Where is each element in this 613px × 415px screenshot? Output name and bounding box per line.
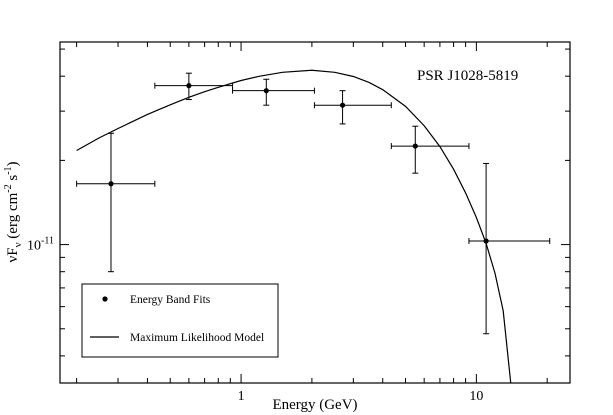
point-marker <box>339 102 346 108</box>
legend-label-points: Energy Band Fits <box>130 294 211 306</box>
y-label-sub: ν <box>12 242 24 247</box>
x-tick-label: 1 <box>238 389 245 404</box>
data-point-1 <box>76 132 156 273</box>
axis-tick-labels: 1 10 10-11 <box>27 236 483 404</box>
y-label-sup2: -1 <box>3 166 14 174</box>
legend-marker-points <box>102 296 108 302</box>
y-axis-label: νFν (erg cm-2 s-1) <box>3 161 24 262</box>
y-label-mid: s <box>5 175 21 185</box>
data-points <box>76 72 551 335</box>
y-tick-label: 10-11 <box>27 236 54 254</box>
axis-ticks <box>60 42 570 383</box>
y-label-open: (erg cm <box>5 192 21 242</box>
y-label-main: νF <box>5 247 21 262</box>
y-label-close: ) <box>5 161 21 166</box>
point-marker <box>108 181 114 187</box>
legend: Energy Band Fits Maximum Likelihood Mode… <box>81 283 279 358</box>
legend-box <box>81 283 279 358</box>
data-point-6 <box>468 162 551 335</box>
point-marker <box>186 83 192 89</box>
data-point-2 <box>154 72 234 101</box>
model-line <box>76 69 512 384</box>
data-point-3 <box>232 78 315 106</box>
plot-frame <box>59 41 571 384</box>
x-tick-label: 10 <box>469 389 483 404</box>
x-axis-label: Energy (GeV) <box>272 397 357 413</box>
data-point-5 <box>390 125 470 174</box>
y-label-sup1: -2 <box>3 184 14 192</box>
point-marker <box>263 88 269 94</box>
point-marker <box>483 238 489 244</box>
legend-label-model: Maximum Likelihood Model <box>130 332 264 344</box>
source-annotation: PSR J1028-5819 <box>417 68 518 84</box>
point-marker <box>412 143 418 149</box>
data-point-4 <box>313 90 392 125</box>
